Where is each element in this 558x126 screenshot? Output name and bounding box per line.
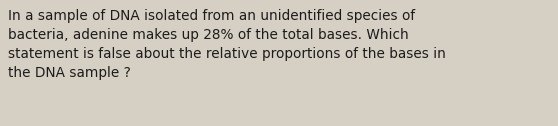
Text: In a sample of DNA isolated from an unidentified species of
bacteria, adenine ma: In a sample of DNA isolated from an unid… bbox=[8, 9, 446, 80]
